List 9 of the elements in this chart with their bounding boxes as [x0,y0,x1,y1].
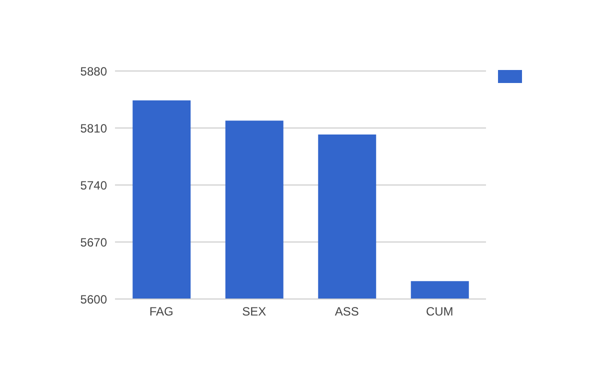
y-tick-label: 5600 [80,292,108,306]
x-tick-label: CUM [426,304,454,319]
x-tick-label: FAG [149,304,174,319]
y-tick-label: 5880 [80,64,108,78]
y-tick-label: 5810 [80,121,108,136]
y-tick-label: 5740 [80,178,108,192]
x-tick-label: SEX [242,304,266,319]
y-tick-label: 5670 [80,235,108,250]
x-tick-label: ASS [334,304,359,319]
